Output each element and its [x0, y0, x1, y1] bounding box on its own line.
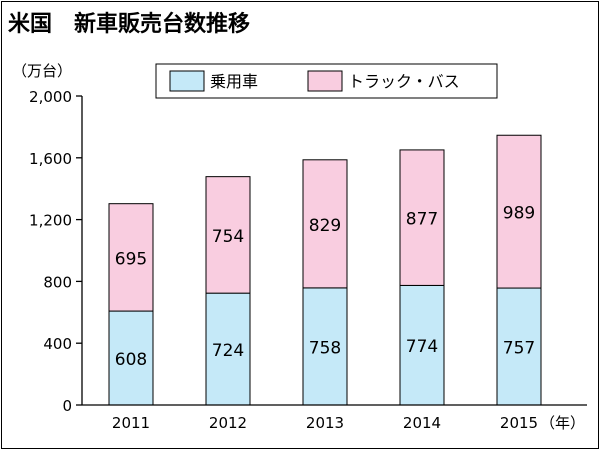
bar-value-label: 758: [309, 338, 341, 358]
bar-segment-truck-bus: [108, 203, 154, 312]
y-tick-label: 0: [62, 397, 72, 415]
bar-value-label: 757: [503, 339, 535, 359]
legend: 乗用車 トラック・バス: [155, 63, 498, 99]
bar-segment-truck-bus: [302, 159, 348, 289]
legend-label-truck-bus: トラック・バス: [348, 72, 460, 91]
bar-segment-passenger: [205, 292, 251, 406]
y-tick-label: 800: [43, 273, 72, 291]
bar-value-label: 695: [115, 249, 147, 269]
bar-segment-passenger: [108, 310, 154, 406]
bars: 608 695 724 754 758 829 774 877 757 989: [108, 134, 542, 406]
bar-value-label: 724: [212, 341, 244, 361]
x-tick-label: 2011: [112, 414, 150, 432]
x-tick-label: 2012: [209, 414, 247, 432]
bar-value-label: 774: [406, 337, 438, 357]
bar-value-label: 877: [406, 210, 438, 230]
bar-value-label: 829: [309, 216, 341, 236]
x-tick-label: 2014: [403, 414, 441, 432]
y-tick-label: 2,000: [29, 88, 72, 106]
x-axis-unit-label: （年）: [540, 414, 585, 432]
chart-title: 米国 新車販売台数推移: [8, 11, 250, 37]
bar-segment-passenger: [302, 287, 348, 406]
bar-value-label: 989: [503, 204, 535, 224]
bar-segment-truck-bus: [205, 176, 251, 294]
legend-swatch-truck-bus: [307, 70, 343, 92]
legend-swatch-passenger: [169, 70, 205, 92]
y-axis-unit-label: （万台）: [12, 62, 72, 80]
bar-value-label: 608: [115, 350, 147, 370]
bar-segment-passenger: [399, 284, 445, 406]
bar-segment-truck-bus: [399, 149, 445, 286]
y-tick-label: 1,200: [29, 212, 72, 230]
x-tick-label: 2013: [306, 414, 344, 432]
legend-label-passenger: 乗用車: [210, 72, 258, 91]
y-axis: 0 400 800 1,200 1,600 2,000: [29, 88, 83, 415]
x-tick-label: 2015: [500, 414, 538, 432]
bar-segment-truck-bus: [496, 134, 542, 289]
bar-segment-passenger: [496, 287, 542, 406]
y-tick-label: 400: [43, 335, 72, 353]
bar-value-label: 754: [212, 227, 244, 247]
y-tick-label: 1,600: [29, 150, 72, 168]
x-axis: 2011 2012 2013 2014 2015: [82, 404, 587, 432]
